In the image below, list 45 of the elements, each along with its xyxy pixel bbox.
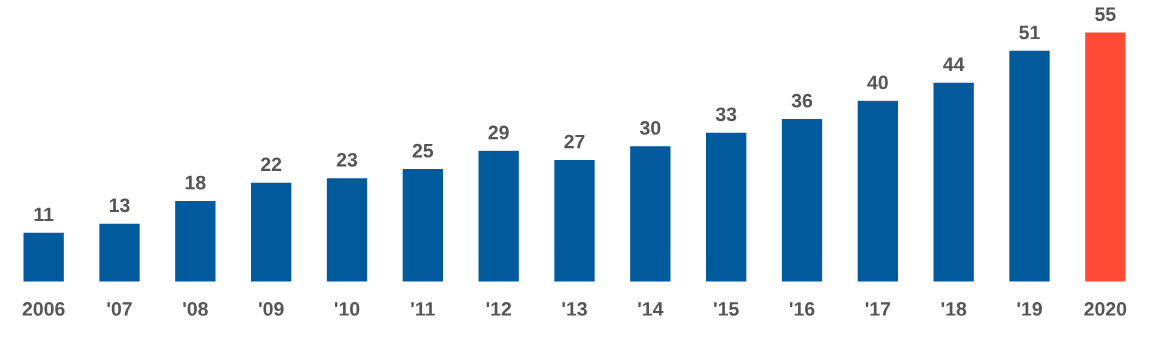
bar: [1083, 31, 1127, 283]
x-tick-label: '17: [865, 302, 891, 316]
x-tick-label: 2020: [1084, 302, 1127, 316]
bar: [856, 99, 900, 283]
x-tick-label: '19: [1017, 302, 1042, 316]
data-label: 27: [564, 134, 585, 149]
data-label: 33: [715, 107, 737, 122]
x-tick-label: '15: [714, 302, 739, 316]
data-label: 44: [943, 57, 965, 71]
bar: [552, 158, 597, 283]
x-tick-label: '14: [638, 302, 664, 316]
data-label: 29: [488, 125, 509, 140]
bar: [1007, 49, 1052, 283]
x-tick-label: '09: [259, 302, 284, 316]
data-label: 30: [639, 121, 661, 135]
bar: [249, 181, 293, 283]
data-label: 11: [34, 207, 54, 222]
x-tick-label: '07: [107, 302, 132, 316]
bar: [97, 222, 142, 283]
bar: [325, 176, 369, 283]
bar: [401, 167, 445, 283]
bar: [704, 131, 748, 283]
bar: [477, 149, 521, 283]
bar: [22, 231, 66, 283]
bar: [780, 117, 824, 283]
data-label: 55: [1095, 7, 1116, 22]
bar: [173, 199, 217, 283]
x-tick-label: '16: [789, 302, 815, 316]
bar: [932, 81, 976, 283]
x-tick-label: '11: [411, 302, 435, 316]
data-label: 23: [336, 152, 358, 167]
x-tick-label: 2006: [22, 302, 65, 316]
bar: [628, 144, 672, 283]
x-tick-label: '08: [183, 302, 208, 316]
x-tick-label: '13: [562, 302, 587, 316]
data-label: 13: [109, 198, 130, 213]
x-tick-label: '12: [486, 302, 512, 316]
data-label: 40: [867, 75, 888, 90]
data-label: 51: [1019, 25, 1040, 40]
x-tick-label: '10: [334, 302, 360, 316]
data-label: 22: [261, 157, 282, 172]
data-label: 36: [791, 93, 813, 108]
data-label: 18: [185, 175, 206, 190]
data-label: 25: [412, 143, 434, 158]
x-tick-label: '18: [941, 302, 967, 316]
